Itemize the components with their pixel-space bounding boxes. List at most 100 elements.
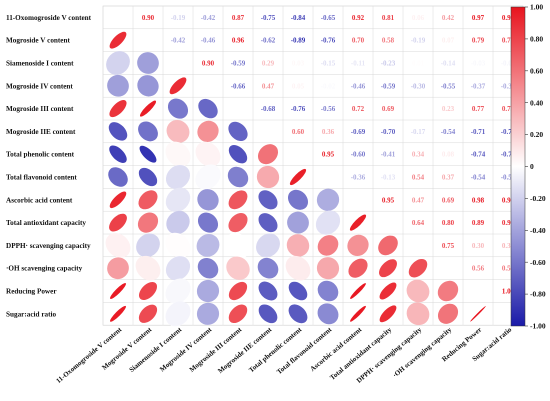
correlation-ellipse	[317, 303, 339, 325]
correlation-ellipse	[226, 256, 250, 280]
correlation-ellipse	[228, 213, 248, 233]
correlation-ellipse	[258, 304, 278, 324]
correlation-value: 0.80	[442, 219, 455, 227]
correlation-ellipse	[138, 167, 158, 187]
correlation-ellipse	[137, 75, 159, 97]
correlation-ellipse	[137, 212, 159, 233]
correlation-value: -0.02	[321, 82, 336, 90]
correlation-ellipse	[196, 302, 220, 325]
correlation-ellipse	[406, 302, 430, 326]
correlation-ellipse	[288, 304, 308, 324]
correlation-ellipse	[106, 51, 130, 75]
correlation-value: -0.72	[501, 151, 516, 159]
correlation-ellipse	[257, 257, 279, 279]
correlation-value: 0.47	[412, 196, 425, 204]
correlation-value: 0.58	[382, 37, 395, 45]
correlation-value: -0.71	[471, 128, 486, 136]
column-label: Mogroside III content	[188, 325, 244, 374]
correlation-value: -0.46	[201, 37, 216, 45]
correlation-value: -0.05	[501, 60, 516, 68]
cells: 0.90 -0.19 -0.42 0.87 -0.75 -0.84 -0.65 0.92 0.8…	[105, 14, 516, 327]
correlation-value: 0.97	[502, 14, 515, 22]
row-label: DPPH· scavenging capacity	[6, 242, 91, 250]
column-label: Mogroside IV content	[158, 325, 214, 373]
correlation-ellipse	[166, 119, 190, 143]
correlation-value: -0.37	[501, 82, 516, 90]
correlation-value: 0.89	[472, 219, 485, 227]
correlation-value: -0.73	[501, 128, 516, 136]
correlation-ellipse	[348, 258, 368, 278]
correlation-ellipse	[105, 232, 131, 258]
correlation-value: -0.68	[261, 105, 276, 113]
correlation-value: 0.81	[382, 14, 395, 22]
correlation-value: 0.60	[292, 128, 305, 136]
correlation-ellipse	[196, 233, 220, 257]
correlation-ellipse	[257, 144, 279, 165]
correlation-value: -0.60	[351, 151, 366, 159]
correlation-value: 0.01	[412, 60, 425, 68]
colorbar-tick-label: -0.40	[530, 226, 546, 235]
correlation-value: 0.54	[412, 174, 425, 182]
colorbar-tick-label: 0	[530, 162, 534, 171]
column-label: Mogroside V content	[100, 325, 153, 372]
correlation-value: 0.03	[292, 60, 305, 68]
correlation-ellipse	[197, 189, 219, 211]
correlation-ellipse	[198, 98, 218, 119]
column-label: Total phenolic content	[247, 325, 303, 374]
correlation-value: 0.64	[412, 219, 425, 227]
correlation-ellipse	[195, 164, 221, 190]
correlation-ellipse	[379, 282, 397, 300]
correlation-ellipse	[349, 214, 367, 231]
correlation-ellipse	[228, 190, 248, 210]
correlation-value: -0.74	[471, 151, 486, 159]
correlation-value: -0.46	[351, 82, 366, 90]
correlation-value: 0.77	[472, 105, 485, 113]
correlation-ellipse	[317, 280, 339, 302]
row-label: Ascorbic acid content	[6, 196, 73, 204]
correlation-value: 0.96	[232, 37, 245, 45]
correlation-ellipse	[406, 279, 430, 303]
colorbar-tick-label: 0.60	[530, 66, 543, 75]
correlation-value: 0.06	[412, 14, 425, 22]
row-label: Total flavonoid content	[6, 174, 77, 182]
correlation-ellipse	[107, 257, 129, 280]
correlation-value: -0.41	[381, 151, 396, 159]
colorbar-tick-label: 0.40	[530, 98, 543, 107]
colorbar-gradient	[510, 6, 526, 327]
correlation-value: 0.75	[502, 105, 515, 113]
correlation-value: -0.54	[441, 128, 456, 136]
correlation-ellipse	[470, 306, 486, 322]
correlation-ellipse	[437, 303, 459, 324]
colorbar-tick-label: -1.00	[530, 322, 546, 331]
colorbar-tick-label: 0.80	[530, 35, 543, 44]
correlation-ellipse	[228, 121, 248, 142]
correlation-value: -0.23	[381, 60, 396, 68]
correlation-ellipse	[110, 305, 126, 322]
column-label: Total flavonoid content	[275, 325, 333, 376]
row-label: Total antioxidant capacity	[6, 219, 86, 227]
correlation-value: -0.19	[411, 37, 426, 45]
correlation-ellipse	[350, 305, 366, 322]
correlation-ellipse	[165, 164, 191, 190]
correlation-value: 0.98	[502, 196, 515, 204]
correlation-ellipse	[227, 166, 249, 188]
correlation-value: -0.30	[411, 82, 426, 90]
colorbar-tick-label: -0.80	[530, 290, 546, 299]
correlation-ellipse	[138, 190, 158, 210]
correlation-ellipse	[350, 283, 366, 299]
colorbar: 1.00 0.80 0.60 0.40 0.20 0 -0.20 -0.40 -0.60 -0.8…	[510, 3, 546, 331]
correlation-value: -0.51	[501, 174, 516, 182]
row-label: ·OH scavenging capacity	[6, 265, 83, 273]
correlation-ellipse	[108, 122, 128, 141]
correlation-value: -0.75	[261, 14, 276, 22]
correlation-ellipse	[196, 279, 220, 303]
correlation-ellipse	[315, 210, 341, 235]
correlation-ellipse	[225, 232, 251, 259]
correlation-value: -0.70	[381, 128, 396, 136]
correlation-ellipse	[316, 188, 340, 211]
correlation-ellipse	[197, 257, 219, 279]
correlation-value: 0.90	[142, 14, 155, 22]
correlation-ellipse	[197, 212, 219, 233]
correlation-value: 0.05	[292, 82, 305, 90]
correlation-value: 0.92	[352, 14, 365, 22]
